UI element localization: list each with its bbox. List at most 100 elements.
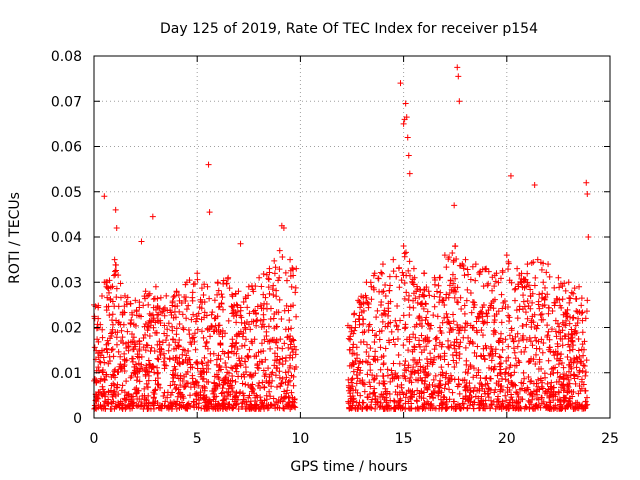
data-point: [474, 329, 481, 336]
data-point: [486, 352, 493, 359]
data-point: [284, 382, 291, 389]
y-tick-label: 0.06: [51, 140, 82, 156]
data-point: [175, 375, 182, 382]
data-point: [218, 390, 225, 397]
data-point: [405, 267, 412, 274]
data-point: [372, 395, 379, 402]
data-point: [398, 277, 405, 284]
data-point: [247, 326, 254, 333]
data-point-outlier: [405, 152, 412, 159]
data-point: [558, 359, 565, 366]
data-point: [166, 356, 173, 363]
data-point: [137, 365, 144, 372]
data-point: [480, 301, 487, 308]
data-point: [224, 403, 231, 410]
data-point: [229, 388, 236, 395]
data-point: [437, 371, 444, 378]
data-point: [359, 377, 366, 384]
data-point: [124, 328, 131, 335]
data-point: [233, 389, 240, 396]
data-point: [485, 280, 492, 287]
data-point: [237, 389, 244, 396]
data-point: [268, 383, 275, 390]
data-point: [279, 361, 286, 368]
data-point: [159, 402, 166, 409]
data-point: [443, 396, 450, 403]
data-point: [375, 275, 382, 282]
data-point: [516, 306, 523, 313]
data-point-envelope: [101, 279, 108, 286]
data-point: [483, 345, 490, 352]
data-point: [106, 289, 113, 296]
data-point: [453, 255, 460, 262]
data-point: [347, 393, 354, 400]
data-point: [421, 380, 428, 387]
data-point: [150, 395, 157, 402]
data-point: [378, 354, 385, 361]
data-point: [373, 314, 380, 321]
data-point: [542, 294, 549, 301]
data-point: [173, 331, 180, 338]
data-point: [437, 289, 444, 296]
data-point: [564, 374, 571, 381]
data-point: [113, 267, 120, 274]
data-point: [155, 318, 162, 325]
data-point: [152, 377, 159, 384]
data-point: [384, 390, 391, 397]
data-point: [101, 391, 108, 398]
data-point: [513, 389, 520, 396]
data-point: [136, 396, 143, 403]
data-point-envelope: [152, 283, 159, 290]
data-point: [402, 358, 409, 365]
data-point: [562, 333, 569, 340]
data-point: [470, 388, 477, 395]
data-point: [171, 308, 178, 315]
data-point: [276, 368, 283, 375]
data-point: [428, 400, 435, 407]
data-point: [354, 389, 361, 396]
data-point: [123, 301, 130, 308]
data-point: [266, 338, 273, 345]
data-point: [197, 391, 204, 398]
data-point: [506, 405, 513, 412]
data-point: [472, 393, 479, 400]
data-point: [146, 333, 153, 340]
data-point: [167, 391, 174, 398]
data-point: [279, 375, 286, 382]
data-point: [233, 319, 240, 326]
data-point: [554, 343, 561, 350]
data-point: [406, 336, 413, 343]
data-point: [475, 402, 482, 409]
data-point: [119, 334, 126, 341]
data-point: [547, 399, 554, 406]
data-point: [568, 331, 575, 338]
data-point-outlier: [149, 213, 156, 220]
data-point: [119, 405, 126, 412]
data-point: [281, 340, 288, 347]
data-point: [537, 377, 544, 384]
data-point: [548, 379, 555, 386]
data-point: [281, 394, 288, 401]
y-tick-label: 0.01: [51, 366, 82, 382]
data-point: [520, 292, 527, 299]
data-point: [569, 346, 576, 353]
data-point: [562, 287, 569, 294]
data-point: [161, 304, 168, 311]
data-point: [155, 311, 162, 318]
data-point-envelope: [555, 274, 562, 281]
data-point-outlier: [206, 209, 213, 216]
data-point: [288, 389, 295, 396]
data-point: [510, 345, 517, 352]
data-point: [225, 317, 232, 324]
data-point: [366, 391, 373, 398]
data-point: [213, 371, 220, 378]
data-point: [376, 288, 383, 295]
data-point: [453, 359, 460, 366]
data-point: [583, 308, 590, 315]
data-point: [290, 302, 297, 309]
data-point: [468, 309, 475, 316]
data-point: [492, 346, 499, 353]
data-point: [423, 284, 430, 291]
data-point: [170, 355, 177, 362]
data-point: [525, 373, 532, 380]
